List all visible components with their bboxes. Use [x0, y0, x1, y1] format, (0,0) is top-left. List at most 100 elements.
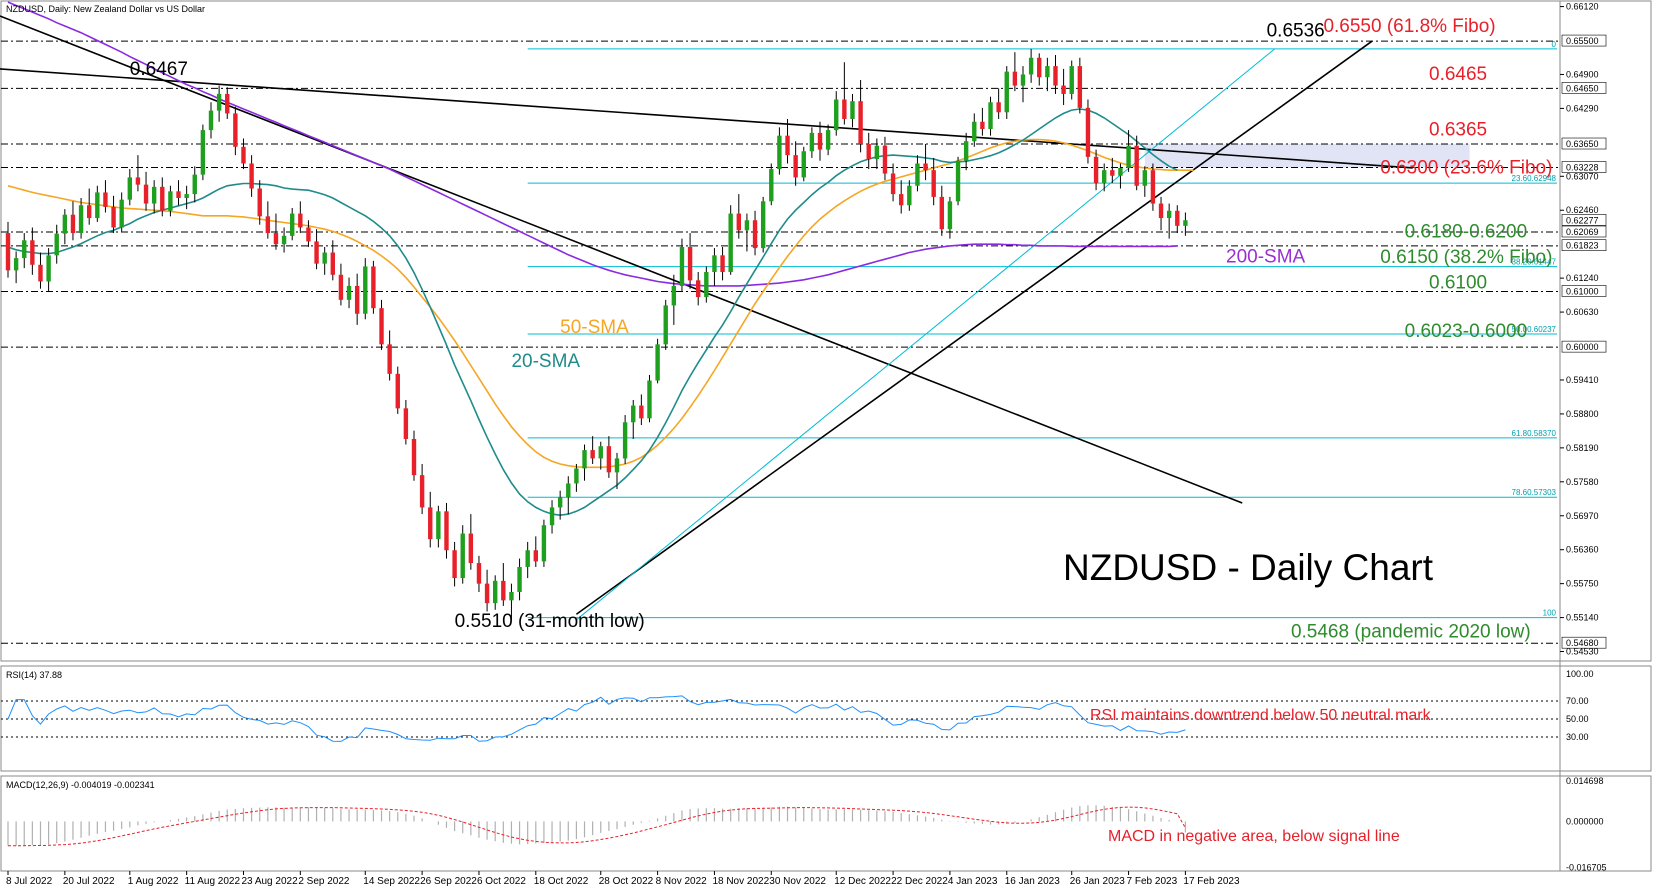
candle-body	[1020, 74, 1026, 86]
candle-body	[744, 220, 750, 231]
x-tick-label: 26 Jan 2023	[1070, 876, 1125, 887]
candle	[233, 106, 238, 156]
price-highlight-box	[1561, 239, 1607, 251]
price-highlight-box	[1561, 34, 1607, 47]
candle	[728, 205, 733, 275]
candle	[793, 141, 798, 186]
candle-body	[972, 121, 977, 142]
fibo-level-label: 0	[1552, 40, 1557, 49]
candle-body	[517, 566, 522, 592]
candle	[972, 113, 977, 147]
price-tick-label: 0.64290	[1566, 103, 1599, 113]
price-tick-label: 0.56970	[1566, 511, 1599, 521]
candle	[281, 227, 287, 253]
candle	[955, 156, 961, 206]
candle-body	[46, 255, 51, 282]
candle	[176, 180, 181, 206]
candle-body	[273, 233, 279, 245]
candle-body	[314, 241, 319, 264]
candle-body	[874, 145, 880, 160]
rsi-tick-label: 50.00	[1566, 714, 1589, 724]
candle	[95, 185, 100, 222]
fibo-level-label: 78.60.57303	[1512, 488, 1557, 497]
candle	[704, 266, 709, 303]
candle-body	[1004, 71, 1009, 113]
candle-body	[1045, 66, 1050, 78]
x-tick-label: 7 Feb 2023	[1127, 876, 1178, 887]
candle-body	[411, 438, 417, 476]
rsi-line	[7, 695, 1186, 742]
candle	[947, 196, 953, 239]
x-tick-label: 12 Dec 2022	[834, 876, 891, 887]
candle	[298, 201, 303, 234]
candle-body	[1069, 66, 1074, 94]
candle	[525, 541, 530, 579]
candle	[436, 505, 441, 548]
candle	[30, 227, 35, 275]
x-tick-label: 18 Nov 2022	[712, 876, 769, 887]
candle	[306, 220, 311, 247]
candle	[241, 138, 246, 170]
candle-body	[809, 132, 815, 152]
candle-body	[476, 563, 482, 584]
candle	[899, 180, 904, 214]
candle-body	[980, 121, 985, 129]
candle-body	[78, 205, 84, 234]
candle	[939, 185, 944, 236]
candle	[639, 394, 644, 426]
candle	[346, 277, 352, 309]
candle	[444, 502, 449, 559]
candle	[809, 127, 815, 158]
price-highlight-label: 0.54680	[1566, 638, 1599, 648]
candle-body	[712, 255, 717, 273]
candle-body	[988, 102, 993, 129]
candle-body	[647, 380, 652, 419]
candle-body	[436, 511, 441, 540]
candle	[687, 233, 693, 289]
candle	[428, 491, 433, 548]
resistance-zone	[1144, 144, 1470, 168]
candle	[314, 229, 319, 270]
candle-body	[858, 101, 863, 145]
candle	[1061, 68, 1066, 106]
price-highlight-box	[1561, 161, 1607, 173]
candle	[387, 330, 392, 381]
candle	[606, 436, 612, 478]
candle-body	[582, 450, 587, 469]
candle	[996, 88, 1001, 119]
candle	[5, 221, 11, 278]
x-tick-label: 22 Dec 2022	[891, 876, 948, 887]
annotation-label: 0.6536	[1267, 21, 1325, 42]
candle	[923, 144, 928, 181]
candle-body	[233, 113, 238, 147]
candle	[777, 127, 782, 175]
trendline-fibo-diagonal	[576, 48, 1276, 621]
price-highlight-label: 0.61823	[1566, 241, 1599, 251]
candle-body	[216, 93, 222, 111]
candle	[395, 366, 400, 414]
candle-body	[111, 206, 116, 228]
candle	[168, 185, 173, 217]
candle	[842, 62, 847, 125]
price-highlight-label: 0.62069	[1566, 227, 1599, 237]
candle-body	[574, 468, 579, 484]
candle-body	[890, 173, 896, 195]
candle	[249, 155, 254, 197]
candle	[225, 87, 230, 119]
candle-body	[557, 497, 563, 508]
x-tick-label: 16 Jan 2023	[1005, 876, 1060, 887]
candle-body	[1126, 145, 1131, 168]
annotation-label: 20-SMA	[511, 351, 580, 372]
candle	[103, 180, 108, 213]
candle	[1093, 149, 1099, 191]
candle	[858, 80, 863, 153]
fibo-level-label: 23.60.62948	[1512, 174, 1557, 183]
candle-body	[192, 174, 197, 195]
annotation-label: 0.6150 (38.2% Fibo)	[1380, 247, 1552, 268]
x-tick-label: 2 Sep 2022	[298, 876, 350, 887]
candle-body	[249, 163, 254, 189]
candle	[354, 273, 360, 325]
candle	[160, 177, 165, 217]
candle-body	[363, 266, 368, 314]
